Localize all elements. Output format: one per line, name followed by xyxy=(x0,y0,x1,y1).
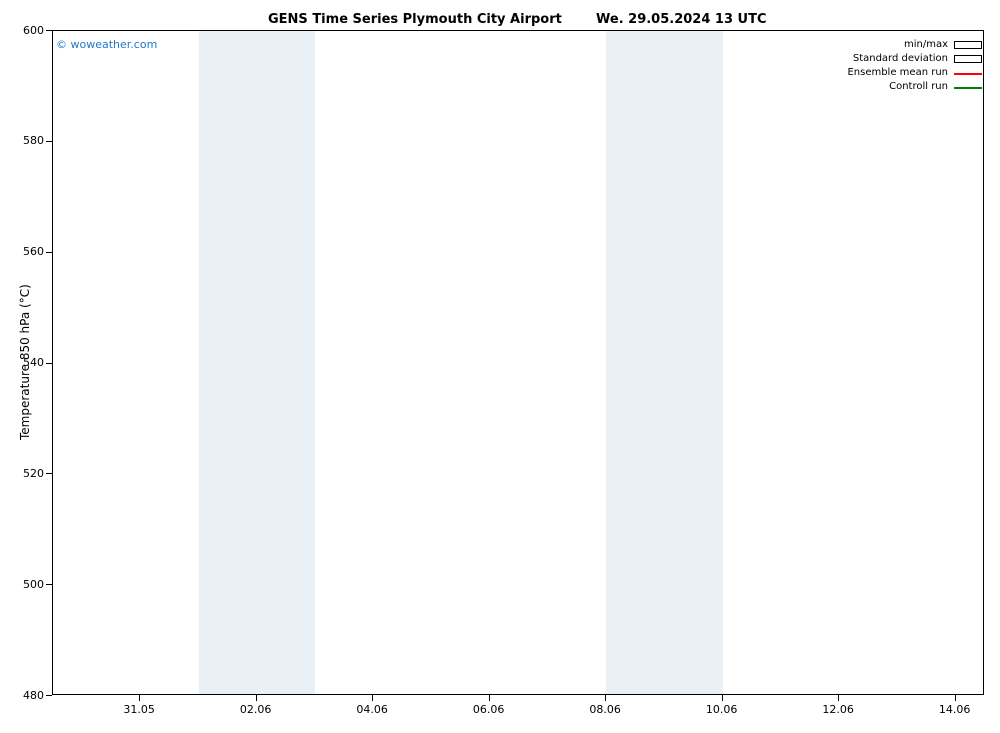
y-tick-mark xyxy=(46,584,52,585)
x-tick-mark xyxy=(955,695,956,701)
x-tick-mark xyxy=(722,695,723,701)
chart-title-right: We. 29.05.2024 13 UTC xyxy=(596,12,767,27)
x-tick-label: 06.06 xyxy=(473,703,505,716)
x-tick-mark xyxy=(489,695,490,701)
chart-canvas: GENS Time Series Plymouth City Airport We… xyxy=(0,0,1000,733)
weekend-band xyxy=(199,31,316,694)
legend-item: Controll run xyxy=(847,80,982,94)
legend-swatch xyxy=(954,66,982,80)
y-tick-label: 580 xyxy=(23,134,44,147)
legend-item-label: Standard deviation xyxy=(853,52,948,66)
plot-area xyxy=(52,30,984,695)
x-tick-label: 14.06 xyxy=(939,703,971,716)
y-tick-mark xyxy=(46,141,52,142)
x-tick-mark xyxy=(605,695,606,701)
x-tick-mark xyxy=(256,695,257,701)
legend-item: min/max xyxy=(847,38,982,52)
legend-item-label: Controll run xyxy=(889,80,948,94)
x-tick-label: 08.06 xyxy=(589,703,621,716)
y-tick-label: 560 xyxy=(23,245,44,258)
x-tick-mark xyxy=(372,695,373,701)
y-tick-label: 520 xyxy=(23,467,44,480)
legend: min/maxStandard deviationEnsemble mean r… xyxy=(847,38,982,94)
x-tick-label: 04.06 xyxy=(356,703,388,716)
legend-item-label: Ensemble mean run xyxy=(847,66,948,80)
y-tick-label: 480 xyxy=(23,689,44,702)
legend-swatch xyxy=(954,38,982,52)
x-tick-label: 12.06 xyxy=(822,703,854,716)
watermark: © woweather.com xyxy=(56,38,157,51)
y-tick-mark xyxy=(46,473,52,474)
x-tick-mark xyxy=(838,695,839,701)
legend-item: Ensemble mean run xyxy=(847,66,982,80)
y-axis-label: Temperature 850 hPa (°C) xyxy=(18,284,32,440)
legend-swatch xyxy=(954,52,982,66)
y-tick-mark xyxy=(46,30,52,31)
y-tick-mark xyxy=(46,695,52,696)
x-tick-mark xyxy=(139,695,140,701)
y-tick-mark xyxy=(46,252,52,253)
legend-swatch xyxy=(954,80,982,94)
y-tick-mark xyxy=(46,363,52,364)
chart-title-left: GENS Time Series Plymouth City Airport xyxy=(268,12,562,27)
weekend-band xyxy=(606,31,723,694)
x-tick-label: 10.06 xyxy=(706,703,738,716)
y-tick-label: 500 xyxy=(23,578,44,591)
y-tick-label: 600 xyxy=(23,24,44,37)
legend-item: Standard deviation xyxy=(847,52,982,66)
x-tick-label: 02.06 xyxy=(240,703,272,716)
legend-item-label: min/max xyxy=(904,38,948,52)
x-tick-label: 31.05 xyxy=(123,703,155,716)
